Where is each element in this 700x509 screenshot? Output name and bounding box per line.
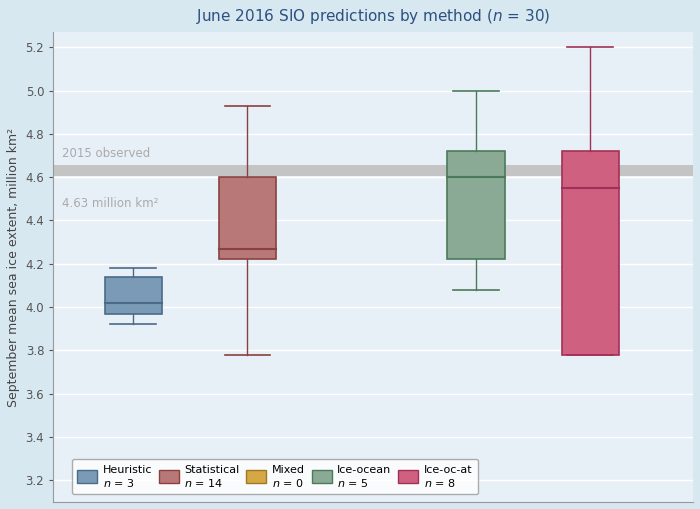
Y-axis label: September mean sea ice extent, million km²: September mean sea ice extent, million k… xyxy=(7,127,20,407)
Text: 2015 observed: 2015 observed xyxy=(62,147,150,160)
Bar xyxy=(53,165,693,176)
Title: June 2016 SIO predictions by method ($\mathit{n}$ = 30): June 2016 SIO predictions by method ($\m… xyxy=(196,7,550,26)
Legend: Heuristic
$n$ = 3, Statistical
$n$ = 14, Mixed
$n$ = 0, Ice-ocean
$n$ = 5, Ice-o: Heuristic $n$ = 3, Statistical $n$ = 14,… xyxy=(71,459,478,494)
Bar xyxy=(105,277,162,314)
Text: 4.63 million km²: 4.63 million km² xyxy=(62,196,159,210)
Bar xyxy=(447,151,505,260)
Bar xyxy=(219,177,276,260)
Bar xyxy=(561,151,619,355)
